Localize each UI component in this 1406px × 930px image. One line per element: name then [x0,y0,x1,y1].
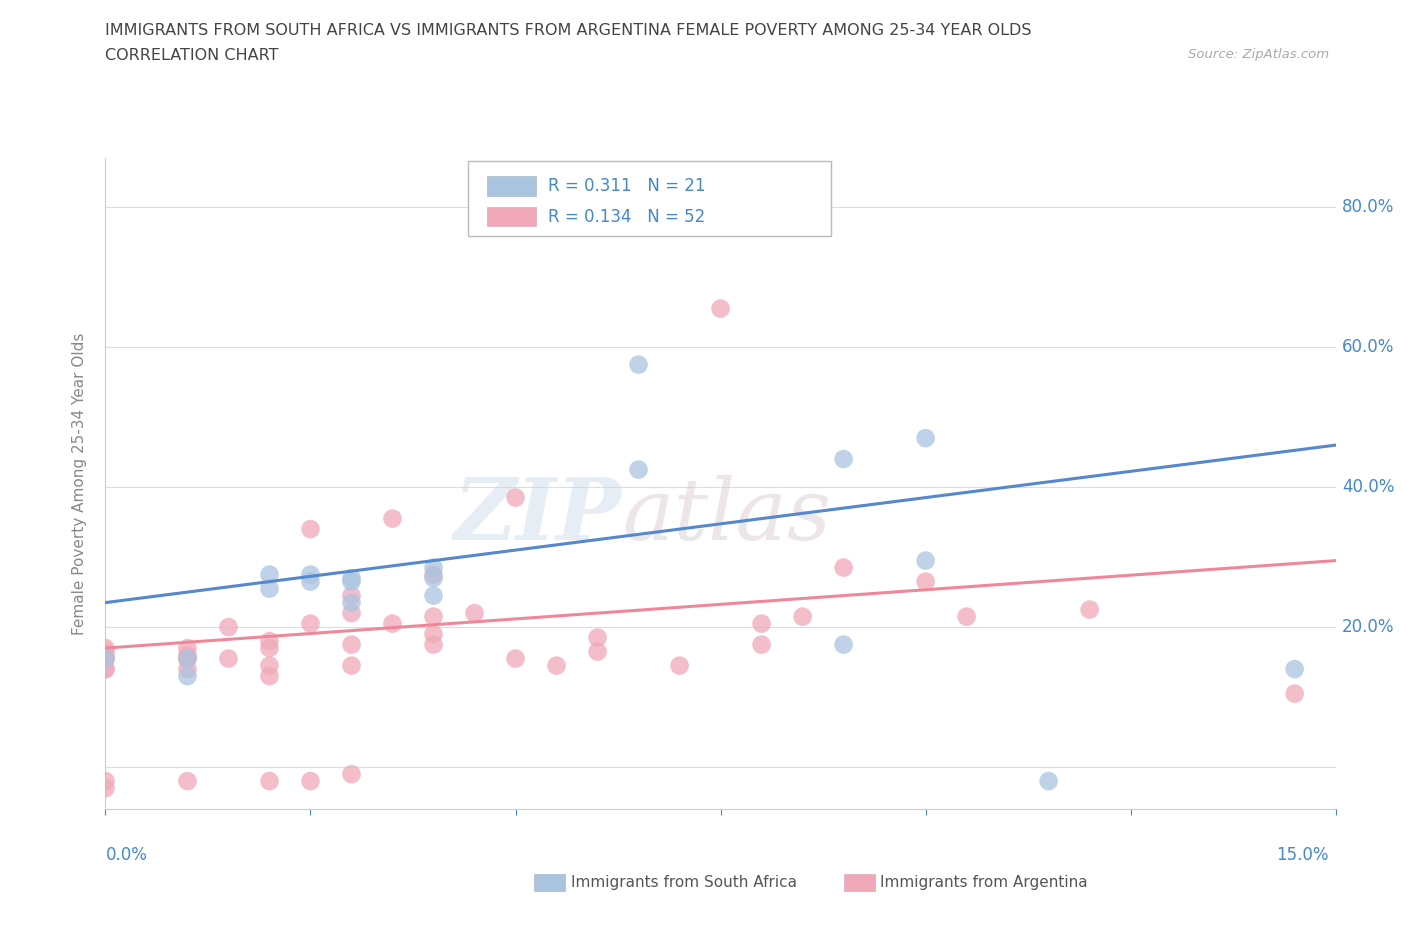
Text: ZIP: ZIP [454,474,621,558]
Point [176,669,198,684]
Point [1038,774,1060,789]
Point [710,301,733,316]
Point [259,641,281,656]
Point [546,658,568,673]
Point [505,490,527,505]
Point [832,560,855,575]
Point [94,644,117,659]
Point [299,567,322,582]
Point [259,669,281,684]
Point [259,633,281,648]
Point [792,609,814,624]
Point [340,571,363,586]
Point [668,658,690,673]
Point [176,647,198,662]
Point [914,431,936,445]
Point [340,588,363,603]
Point [340,595,363,610]
Point [1284,686,1306,701]
Point [176,641,198,656]
Point [381,617,404,631]
Point [464,605,486,620]
Point [832,452,855,467]
Point [586,631,609,645]
Text: atlas: atlas [621,475,831,557]
Text: 40.0%: 40.0% [1341,478,1395,496]
Point [299,522,322,537]
Point [340,574,363,589]
Point [422,571,444,586]
Point [956,609,979,624]
Point [299,617,322,631]
Point [176,651,198,666]
Point [505,651,527,666]
Text: 15.0%: 15.0% [1277,846,1329,864]
Text: CORRELATION CHART: CORRELATION CHART [105,48,278,63]
Point [94,641,117,656]
Text: 60.0%: 60.0% [1341,339,1395,356]
Point [340,766,363,781]
Text: Immigrants from Argentina: Immigrants from Argentina [880,875,1088,890]
Point [94,651,117,666]
Point [299,774,322,789]
Point [422,588,444,603]
Point [259,567,281,582]
Bar [486,207,536,227]
Point [914,574,936,589]
Point [94,780,117,795]
Point [176,651,198,666]
Point [176,651,198,666]
Point [218,651,240,666]
Point [176,774,198,789]
Point [94,651,117,666]
Text: R = 0.134   N = 52: R = 0.134 N = 52 [548,207,706,226]
Text: Source: ZipAtlas.com: Source: ZipAtlas.com [1188,48,1329,61]
Point [627,462,650,477]
Point [259,774,281,789]
Point [586,644,609,659]
Text: 80.0%: 80.0% [1341,198,1395,216]
Point [751,637,773,652]
Point [422,637,444,652]
Point [259,581,281,596]
Point [340,605,363,620]
Point [832,637,855,652]
Text: Immigrants from South Africa: Immigrants from South Africa [571,875,797,890]
Point [422,609,444,624]
Text: 20.0%: 20.0% [1341,618,1395,636]
Text: 0.0%: 0.0% [105,846,148,864]
Point [340,658,363,673]
Point [422,627,444,642]
Point [94,651,117,666]
Point [94,661,117,676]
Point [1284,661,1306,676]
Point [259,658,281,673]
Bar [486,177,536,196]
Text: IMMIGRANTS FROM SOUTH AFRICA VS IMMIGRANTS FROM ARGENTINA FEMALE POVERTY AMONG 2: IMMIGRANTS FROM SOUTH AFRICA VS IMMIGRAN… [105,23,1032,38]
Point [627,357,650,372]
Point [94,647,117,662]
Point [218,619,240,634]
Point [381,512,404,526]
Point [1078,602,1101,617]
Point [914,553,936,568]
Point [340,637,363,652]
FancyBboxPatch shape [468,162,831,236]
Y-axis label: Female Poverty Among 25-34 Year Olds: Female Poverty Among 25-34 Year Olds [72,332,87,635]
Point [422,567,444,582]
Point [176,661,198,676]
Point [94,774,117,789]
Point [94,661,117,676]
Text: R = 0.311   N = 21: R = 0.311 N = 21 [548,177,706,195]
Point [422,560,444,575]
Point [299,574,322,589]
Point [751,617,773,631]
